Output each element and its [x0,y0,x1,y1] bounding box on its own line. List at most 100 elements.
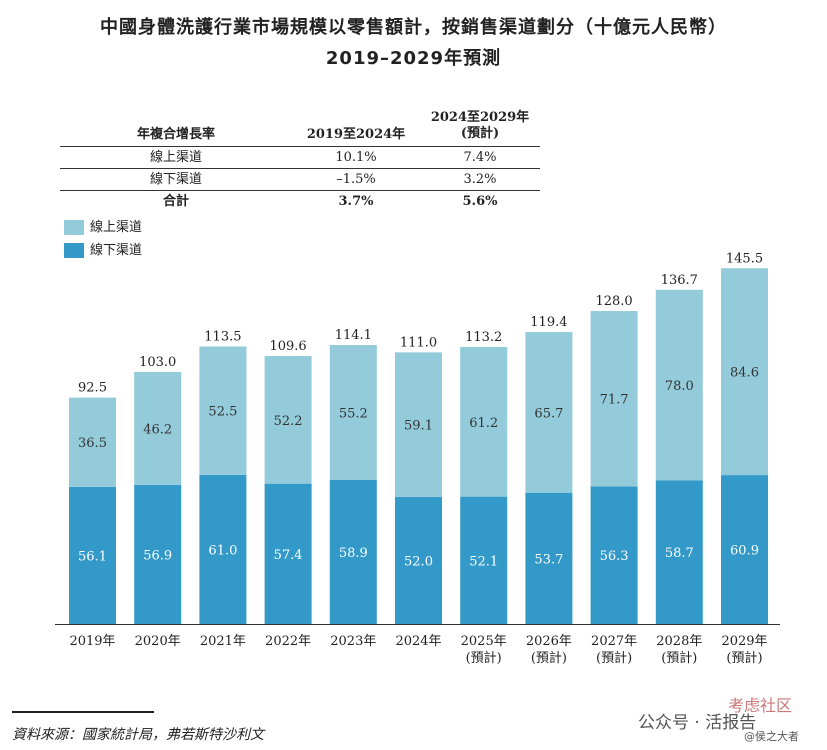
watermark-text: 公众号 · 活报告 [638,713,757,733]
x-tick-label: 2027年 [591,634,637,649]
data-label-total: 128.0 [595,294,632,309]
x-tick-label: 2026年 [526,634,572,649]
bar-online [329,345,377,480]
data-label-total: 103.0 [139,355,176,370]
source-divider [12,711,154,713]
bar-online [525,332,573,493]
data-label-offline: 52.0 [404,554,433,569]
cagr-row-value: 3.2% [463,172,497,187]
x-tick-label: 2022年 [265,634,311,649]
data-label-offline: 53.7 [534,552,563,567]
bar-online [655,289,703,481]
legend-swatch-offline [64,243,84,258]
chart-title: 中國身體洗護行業市場規模以零售額計，按銷售渠道劃分（十億元人民幣） [100,17,727,38]
x-tick-label: 2025年 [461,634,507,649]
x-tick-label: 2028年 [656,634,702,649]
data-label-online: 55.2 [339,407,368,422]
bar-online [264,356,312,484]
data-label-offline: 57.4 [274,548,303,563]
watermark-text-3: @侯之大者 [744,730,799,743]
bar-online [460,346,508,497]
table-divider [60,146,540,147]
data-label-offline: 61.0 [208,543,237,558]
data-label-online: 65.7 [534,406,563,421]
data-label-online: 59.1 [404,419,433,434]
cagr-header-col1: 2019至2024年 [306,127,406,142]
data-label-offline: 52.1 [469,554,498,569]
x-tick-label: 2024年 [395,634,441,649]
data-label-online: 52.5 [208,405,237,420]
data-label-total: 109.6 [269,339,306,354]
legend-label-offline: 線下渠道 [90,243,143,258]
data-label-total: 145.5 [726,251,763,266]
cagr-row-label: 合計 [162,194,189,209]
bar-offline [69,486,116,624]
x-tick-sublabel: (預計) [661,650,697,666]
bar-offline [264,483,312,624]
x-tick-label: 2029年 [721,634,767,649]
bar-online [134,371,182,485]
bar-offline [395,496,442,624]
x-tick-sublabel: (預計) [596,650,632,666]
x-tick-label: 2020年 [135,634,181,649]
cagr-row-value: 10.1% [335,150,377,165]
data-label-offline: 58.9 [339,546,368,561]
cagr-row-value: 3.7% [338,194,374,209]
cagr-row-label: 線下渠道 [149,172,202,187]
data-label-online: 78.0 [665,379,694,394]
bar-online [199,346,247,475]
data-label-offline: 56.3 [600,549,629,564]
data-label-total: 111.0 [400,335,437,350]
table-divider [60,168,540,169]
x-tick-sublabel: (預計) [726,650,762,666]
cagr-row-value: 7.4% [463,150,497,165]
data-label-online: 46.2 [143,422,172,437]
legend-label-online: 線上渠道 [90,220,143,235]
data-label-total: 136.7 [661,273,698,288]
bar-online [395,352,442,497]
legend-swatch-online [64,220,84,235]
cagr-row-offline: 線下渠道 –1.5% 3.2% [60,169,540,191]
bar-online [721,268,768,476]
cagr-header-col2-note: (預計) [460,126,500,141]
data-label-online: 71.7 [600,393,629,408]
bar-offline [199,474,247,624]
watermark-text-2: 考虑社区 [728,696,793,715]
cagr-row-online: 線上渠道 10.1% 7.4% [60,147,540,169]
bar-offline [721,475,768,624]
cagr-header-row: 年複合增長率 2019至2024年 2024至2029年 (預計) [60,110,540,142]
bar-offline [134,484,182,624]
data-label-total: 92.5 [78,381,107,396]
cagr-header-col2: 2024至2029年 [430,110,530,125]
data-label-total: 113.5 [204,329,241,344]
data-label-offline: 60.9 [730,544,759,559]
data-label-online: 61.2 [469,416,498,431]
data-label-offline: 56.1 [78,549,107,564]
x-tick-label: 2021年 [200,634,246,649]
chart-subtitle: 2019–2029年預測 [325,48,502,69]
x-tick-sublabel: (預計) [531,650,567,666]
bar-offline [590,486,638,624]
data-label-online: 36.5 [78,436,107,451]
bar-online [69,397,116,487]
cagr-row-value: –1.5% [336,172,376,187]
bar-offline [460,496,508,624]
data-label-offline: 56.9 [143,548,172,563]
cagr-header-label: 年複合增長率 [136,127,215,142]
table-divider [60,190,540,191]
x-tick-sublabel: (預計) [466,650,502,666]
bar-online [590,311,638,487]
x-tick-label: 2019年 [69,634,115,649]
x-tick-label: 2023年 [330,634,376,649]
data-label-total: 119.4 [530,315,567,330]
cagr-row-label: 線上渠道 [149,150,202,165]
bar-offline [525,492,573,624]
data-label-online: 52.2 [274,414,303,429]
data-label-online: 84.6 [730,366,759,381]
source-note: 資料來源：國家統計局，弗若斯特沙利文 [12,727,264,743]
cagr-row-total: 合計 3.7% 5.6% [60,191,540,213]
cagr-row-value: 5.6% [462,194,498,209]
bar-offline [329,479,377,624]
data-label-total: 113.2 [465,330,502,345]
